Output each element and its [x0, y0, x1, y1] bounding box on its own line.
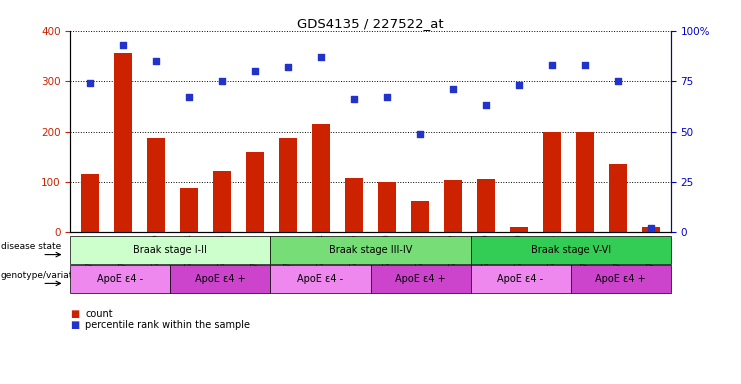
Point [414, 131, 426, 137]
Text: ■: ■ [70, 309, 79, 319]
Point [546, 62, 558, 68]
Point [84, 80, 96, 86]
Point [183, 94, 195, 100]
Bar [279, 137, 297, 232]
Point [216, 78, 228, 84]
Text: ApoE ε4 +: ApoE ε4 + [395, 274, 446, 284]
Bar [609, 164, 627, 232]
Bar [576, 131, 594, 232]
Text: ■: ■ [70, 320, 79, 330]
Text: Braak stage I-II: Braak stage I-II [133, 245, 207, 255]
Point [645, 225, 657, 231]
Bar [444, 180, 462, 232]
Bar [642, 227, 660, 232]
Point [579, 62, 591, 68]
Point [612, 78, 624, 84]
Text: ApoE ε4 +: ApoE ε4 + [195, 274, 246, 284]
Bar [312, 124, 330, 232]
Text: ApoE ε4 -: ApoE ε4 - [297, 274, 344, 284]
Bar [378, 182, 396, 232]
Point [513, 82, 525, 88]
Point [150, 58, 162, 64]
Bar [81, 174, 99, 232]
Point [282, 64, 294, 70]
Bar [477, 179, 495, 232]
Point [348, 96, 360, 102]
Text: ApoE ε4 -: ApoE ε4 - [497, 274, 544, 284]
Text: ApoE ε4 +: ApoE ε4 + [595, 274, 646, 284]
Bar [246, 152, 264, 232]
Bar [213, 171, 231, 232]
Text: ApoE ε4 -: ApoE ε4 - [97, 274, 144, 284]
Text: Braak stage III-IV: Braak stage III-IV [329, 245, 412, 255]
Text: percentile rank within the sample: percentile rank within the sample [85, 320, 250, 330]
Point [117, 42, 129, 48]
Bar [147, 137, 165, 232]
Point [315, 54, 327, 60]
Text: count: count [85, 309, 113, 319]
Bar [411, 201, 429, 232]
Title: GDS4135 / 227522_at: GDS4135 / 227522_at [297, 17, 444, 30]
Bar [510, 227, 528, 232]
Text: genotype/variation: genotype/variation [1, 271, 87, 280]
Text: disease state: disease state [1, 242, 61, 252]
Bar [114, 53, 132, 232]
Bar [180, 188, 198, 232]
Point [249, 68, 261, 74]
Point [447, 86, 459, 92]
Bar [543, 131, 561, 232]
Point [381, 94, 393, 100]
Text: Braak stage V-VI: Braak stage V-VI [531, 245, 611, 255]
Bar [345, 178, 363, 232]
Point [480, 102, 492, 108]
